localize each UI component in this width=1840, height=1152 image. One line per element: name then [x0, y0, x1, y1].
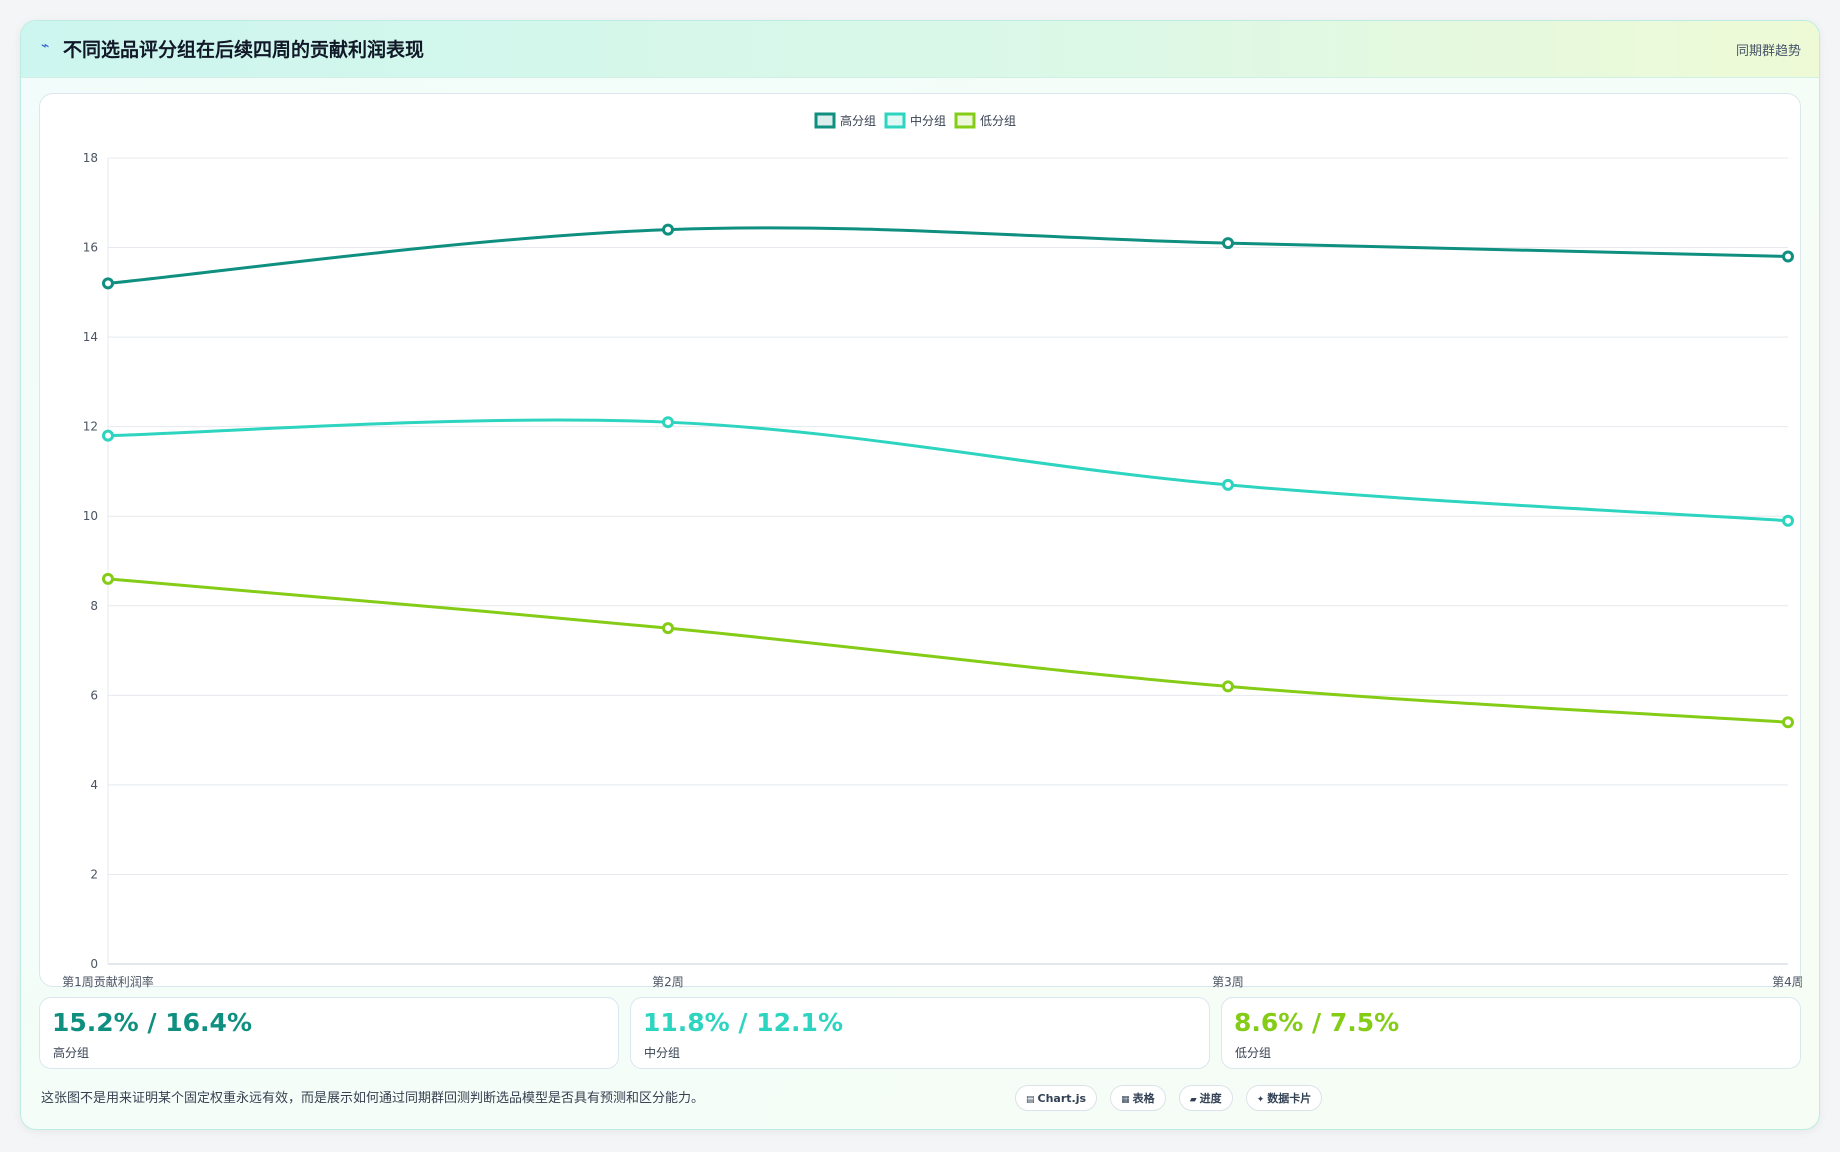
data-point — [662, 223, 674, 236]
legend-swatch — [814, 112, 836, 129]
y-tick-label: 6 — [90, 688, 98, 702]
legend-label: 高分组 — [840, 113, 876, 128]
data-point — [1782, 514, 1794, 527]
stat-card-low: 8.6% / 7.5% 低分组 — [1221, 997, 1801, 1069]
stat-value: 11.8% / 12.1% — [643, 1008, 843, 1037]
data-point — [662, 416, 674, 429]
y-tick-label: 8 — [90, 599, 98, 613]
data-point — [1782, 250, 1794, 263]
legend-label: 低分组 — [980, 114, 1016, 128]
stat-value: 15.2% / 16.4% — [52, 1008, 252, 1037]
stat-card-mid: 11.8% / 12.1% 中分组 — [630, 997, 1210, 1069]
y-tick-label: 14 — [83, 330, 98, 344]
badge-data-card[interactable]: ✦ 数据卡片 — [1245, 1085, 1323, 1111]
card-header: ⌁ 不同选品评分组在后续四周的贡献利润表现 同期群趋势 — [21, 21, 1819, 78]
data-point — [102, 429, 114, 442]
header-tag: 同期群趋势 — [1735, 44, 1801, 59]
badge-progress[interactable]: ▰ 进度 — [1178, 1085, 1233, 1111]
card-icon: ✦ — [1256, 1095, 1265, 1105]
line-chart-icon: ⌁ — [41, 38, 50, 54]
data-point — [1782, 716, 1794, 729]
chart-card: ⌁ 不同选品评分组在后续四周的贡献利润表现 同期群趋势 0 2 4 6 8 10 12 14 1… — [20, 20, 1820, 1130]
table-icon: ▦ — [1121, 1095, 1130, 1105]
data-point — [102, 572, 114, 585]
series-line-0 — [107, 226, 1789, 285]
x-tick-label: 第4周 — [1772, 975, 1802, 988]
series-line-1 — [107, 418, 1789, 523]
data-point — [1222, 237, 1234, 250]
y-tick-label: 2 — [90, 867, 98, 881]
data-point — [102, 277, 114, 290]
legend-swatch — [954, 112, 976, 129]
badge-chartjs[interactable]: ▤ Chart.js — [1015, 1085, 1098, 1111]
progress-icon: ▰ — [1189, 1095, 1197, 1105]
y-tick-label: 12 — [83, 420, 98, 434]
series-line-2 — [107, 577, 1789, 724]
x-tick-label: 第2周 — [652, 975, 684, 988]
data-point — [662, 622, 674, 635]
badge-label: 表格 — [1132, 1092, 1155, 1105]
y-tick-label: 0 — [90, 957, 98, 971]
badge-label: 数据卡片 — [1267, 1092, 1312, 1105]
x-tick-label: 第1周贡献利润率 — [62, 974, 154, 988]
y-tick-label: 18 — [83, 151, 98, 165]
stat-label: 中分组 — [644, 1046, 681, 1060]
line-chart: 0 2 4 6 8 10 12 14 16 18 第1周贡献利润率 第2周 第3周 第4周 高分组 中分组 低分… — [62, 112, 1802, 988]
badge-label: Chart.js — [1037, 1092, 1087, 1105]
y-tick-label: 16 — [83, 241, 98, 255]
stat-value: 8.6% / 7.5% — [1234, 1008, 1400, 1037]
data-point — [1222, 680, 1234, 693]
badge-table[interactable]: ▦ 表格 — [1110, 1085, 1166, 1111]
badge-label: 进度 — [1199, 1092, 1222, 1105]
page-title: 不同选品评分组在后续四周的贡献利润表现 — [63, 39, 425, 61]
y-tick-label: 10 — [83, 509, 98, 523]
stat-label: 高分组 — [53, 1046, 90, 1060]
stat-label: 低分组 — [1235, 1046, 1272, 1060]
data-point — [1222, 478, 1234, 491]
tech-badges: ▤ Chart.js ▦ 表格 ▰ 进度 ✦ 数据卡片 — [1015, 1085, 1330, 1113]
legend-label: 中分组 — [910, 113, 946, 128]
chart-panel: 0 2 4 6 8 10 12 14 16 18 第1周贡献利润率 第2周 第3周 第4周 高分组 中分组 低分… — [39, 93, 1802, 988]
legend-swatch — [884, 112, 906, 129]
stat-card-high: 15.2% / 16.4% 高分组 — [39, 997, 619, 1069]
x-tick-label: 第3周 — [1212, 975, 1244, 988]
footnote: 这张图不是用来证明某个固定权重永远有效，而是展示如何通过同期群回测判断选品模型是… — [41, 1091, 705, 1106]
y-tick-label: 4 — [90, 778, 98, 792]
chart-icon: ▤ — [1026, 1095, 1035, 1105]
